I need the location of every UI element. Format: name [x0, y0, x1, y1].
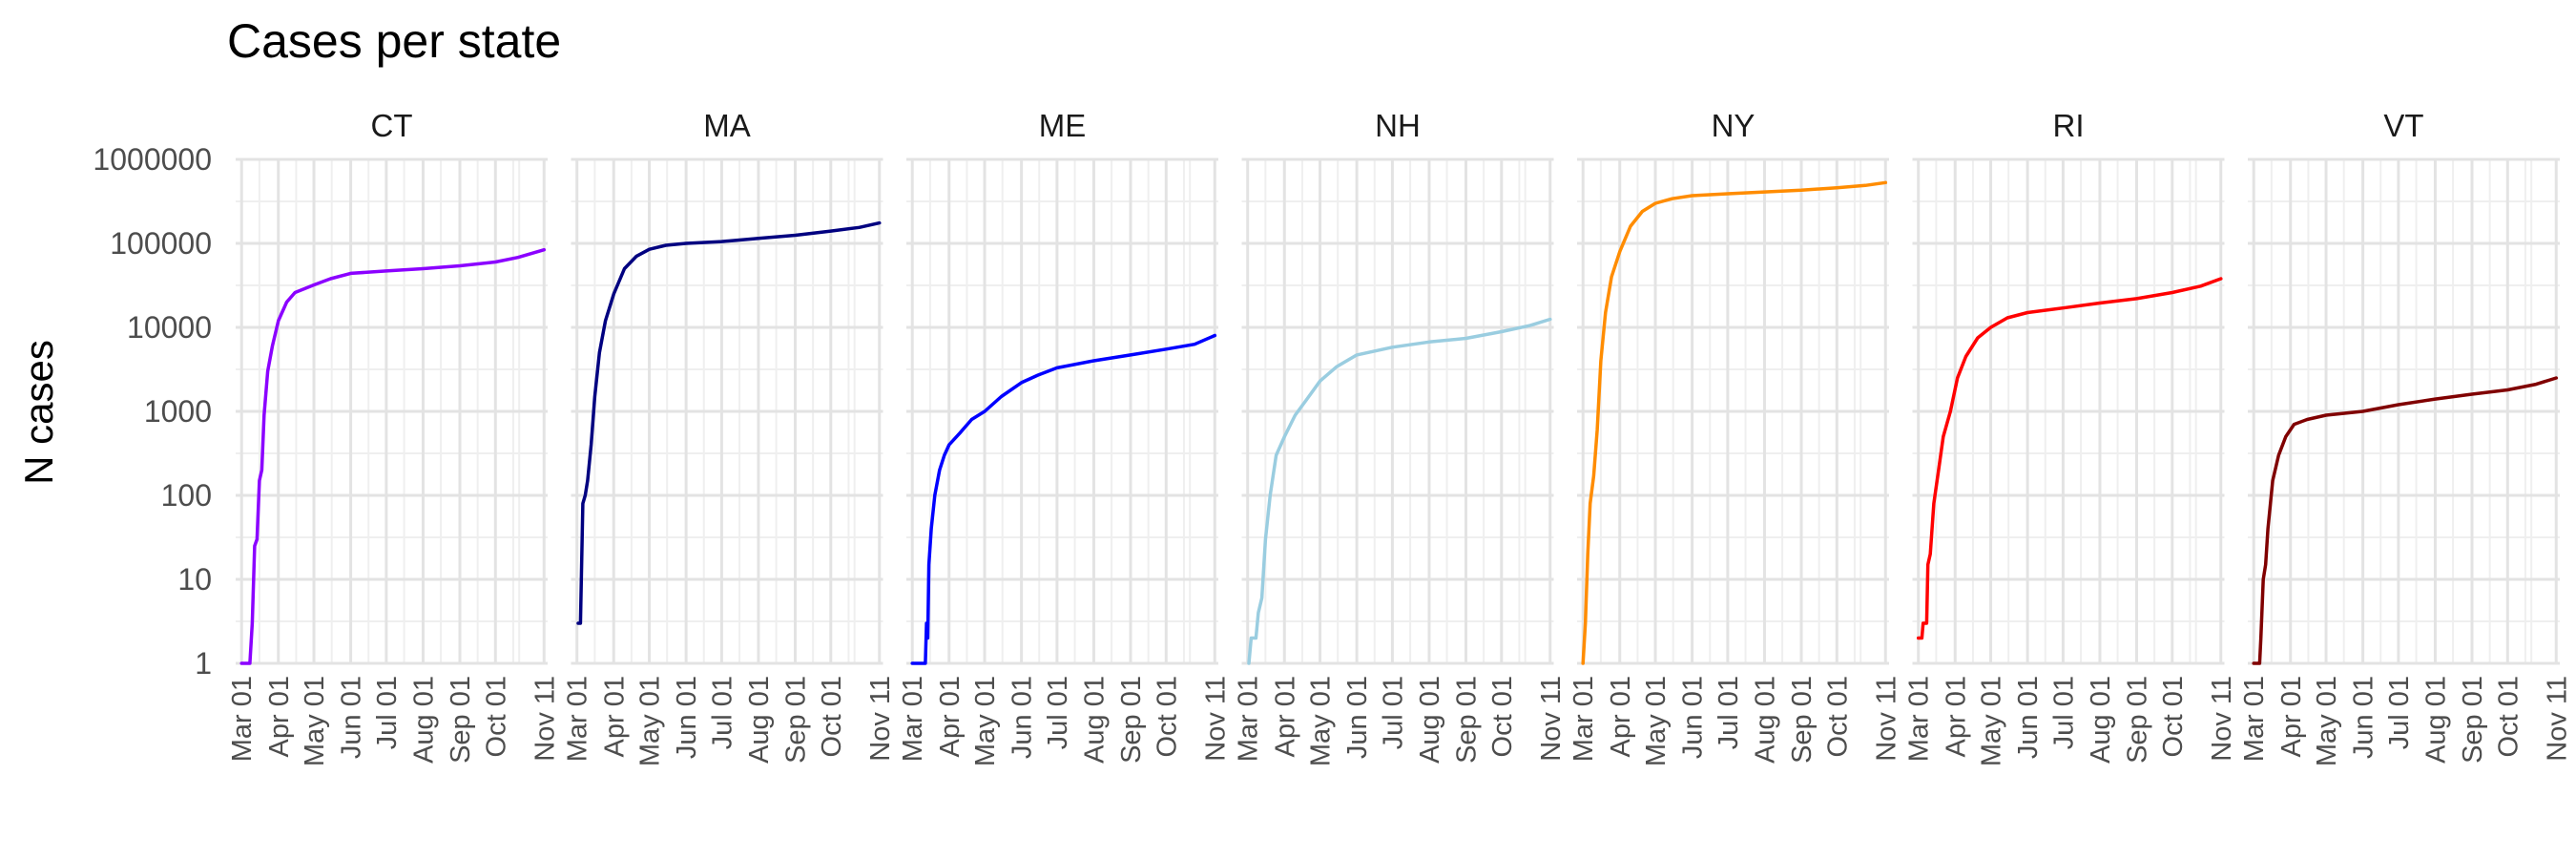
- x-tick-label: Jun 01: [1342, 676, 1373, 759]
- x-tick-label: Aug 01: [1079, 676, 1110, 764]
- x-tick-label: Oct 01: [2158, 676, 2189, 757]
- x-tick-label: Jul 01: [2384, 676, 2415, 749]
- x-tick-label: Oct 01: [1152, 676, 1182, 757]
- x-tick-label: Oct 01: [481, 676, 511, 757]
- x-tick-label: Apr 01: [264, 676, 295, 757]
- y-tick-label: 1: [195, 646, 212, 681]
- y-tick-label: 10: [177, 562, 212, 597]
- x-tick-label: Mar 01: [227, 676, 258, 762]
- series-line-ri: [1916, 277, 2223, 640]
- x-tick-label: Aug 01: [2420, 676, 2451, 764]
- x-tick-label: Mar 01: [1904, 676, 1935, 762]
- x-tick-label: Aug 01: [408, 676, 439, 764]
- x-tick-label: Nov 11: [2542, 676, 2572, 762]
- x-tick-label: Apr 01: [1270, 676, 1300, 757]
- x-tick-label: Sep 01: [1116, 676, 1147, 764]
- x-tick-label: Jun 01: [1678, 676, 1709, 759]
- y-tick-label: 1000000: [93, 142, 212, 177]
- series-line-ny: [1581, 180, 1888, 665]
- x-tick-label: Mar 01: [563, 676, 593, 762]
- facet-label-vt: VT: [2383, 108, 2423, 143]
- x-tick-label: Nov 11: [530, 676, 560, 762]
- series-line-me: [910, 333, 1217, 665]
- series-line-ma: [576, 220, 882, 625]
- x-tick-label: Nov 11: [1536, 676, 1567, 762]
- x-tick-label: Sep 01: [781, 676, 812, 764]
- x-tick-label: May 01: [300, 676, 330, 766]
- x-tick-label: Jun 01: [2013, 676, 2044, 759]
- panel-vt: VT Mar 01 Apr 01 May 01 Jun 01 Jul 01 Aug 01 Se…: [2239, 108, 2572, 766]
- x-tick-label: Aug 01: [2086, 676, 2116, 764]
- x-tick-label: Apr 01: [1606, 676, 1636, 757]
- x-tick-label: Nov 11: [865, 676, 896, 762]
- facet-label-ma: MA: [703, 108, 751, 143]
- panel-ny: NY Mar 01 Apr 01 May 01 Jun 01 Jul 01 Aug 01 Se…: [1568, 108, 1901, 766]
- y-tick-label: 100000: [110, 226, 212, 261]
- facet-label-nh: NH: [1375, 108, 1421, 143]
- x-tick-label: Sep 01: [1452, 676, 1483, 764]
- x-tick-label: Jul 01: [2048, 676, 2079, 749]
- x-tick-label: Jun 01: [1008, 676, 1038, 759]
- y-axis: 1 10 100 1000 10000 100000 1000000: [93, 142, 212, 681]
- x-tick-label: Jul 01: [372, 676, 403, 749]
- x-tick-label: Jun 01: [337, 676, 367, 759]
- x-tick-label: Mar 01: [1234, 676, 1264, 762]
- x-tick-label: Nov 11: [1200, 676, 1231, 762]
- panel-ri: RI Mar 01 Apr 01 May 01 Jun 01 Jul 01 Aug 01 Se…: [1904, 108, 2237, 766]
- x-tick-label: Jul 01: [1378, 676, 1408, 749]
- series-line-vt: [2252, 376, 2559, 665]
- facet-label-me: ME: [1039, 108, 1087, 143]
- facet-label-ri: RI: [2053, 108, 2085, 143]
- x-tick-label: Sep 01: [2458, 676, 2488, 764]
- y-axis-label: N cases: [16, 340, 61, 485]
- x-tick-label: Nov 11: [2207, 676, 2237, 762]
- x-tick-label: Sep 01: [446, 676, 476, 764]
- x-tick-label: May 01: [2312, 676, 2342, 766]
- x-tick-label: Sep 01: [2123, 676, 2153, 764]
- facet-label-ct: CT: [371, 108, 413, 143]
- x-tick-label: May 01: [1641, 676, 1672, 766]
- panel-ct: CT Mar 01 Apr 01 May 01 Jun 01 Jul 01 Aug 01 Se…: [227, 108, 560, 766]
- x-tick-label: Sep 01: [1787, 676, 1818, 764]
- x-tick-label: Oct 01: [1822, 676, 1853, 757]
- x-tick-label: May 01: [1977, 676, 2007, 766]
- x-tick-label: May 01: [1306, 676, 1337, 766]
- series-line-nh: [1247, 317, 1552, 665]
- x-tick-label: Apr 01: [1941, 676, 1971, 757]
- panel-me: ME Mar 01 Apr 01 May 01 Jun 01 Jul 01 Aug 01 Se…: [898, 108, 1231, 766]
- x-tick-label: Aug 01: [744, 676, 775, 764]
- x-tick-label: Oct 01: [1487, 676, 1518, 757]
- x-tick-label: Aug 01: [1415, 676, 1445, 764]
- y-tick-label: 100: [161, 478, 212, 513]
- y-tick-label: 1000: [144, 394, 212, 429]
- x-tick-label: Oct 01: [2493, 676, 2524, 757]
- x-tick-label: Apr 01: [935, 676, 966, 757]
- x-tick-label: Mar 01: [1568, 676, 1599, 762]
- x-tick-label: Jul 01: [1714, 676, 1744, 749]
- x-tick-label: Jul 01: [707, 676, 737, 749]
- x-tick-label: Oct 01: [817, 676, 847, 757]
- x-tick-label: May 01: [970, 676, 1001, 766]
- x-tick-label: May 01: [635, 676, 666, 766]
- x-tick-label: Mar 01: [898, 676, 928, 762]
- x-tick-label: Aug 01: [1750, 676, 1780, 764]
- panel-nh: NH Mar 01 Apr 01 May 01 Jun 01 Jul 01 Aug 01 Se…: [1234, 108, 1567, 766]
- x-tick-label: Nov 11: [1871, 676, 1901, 762]
- x-tick-label: Jul 01: [1043, 676, 1073, 749]
- series-line-ct: [239, 247, 547, 665]
- y-tick-label: 10000: [127, 310, 212, 345]
- x-tick-label: Apr 01: [2276, 676, 2307, 757]
- x-tick-label: Jun 01: [2349, 676, 2379, 759]
- x-tick-label: Mar 01: [2239, 676, 2270, 762]
- x-tick-label: Jun 01: [672, 676, 702, 759]
- panel-ma: MA Mar 01 Apr 01 May 01 Jun 01 Jul 01 Aug 01 Se…: [563, 108, 896, 766]
- facet-label-ny: NY: [1712, 108, 1755, 143]
- chart-title: Cases per state: [227, 14, 561, 68]
- x-tick-label: Apr 01: [599, 676, 630, 757]
